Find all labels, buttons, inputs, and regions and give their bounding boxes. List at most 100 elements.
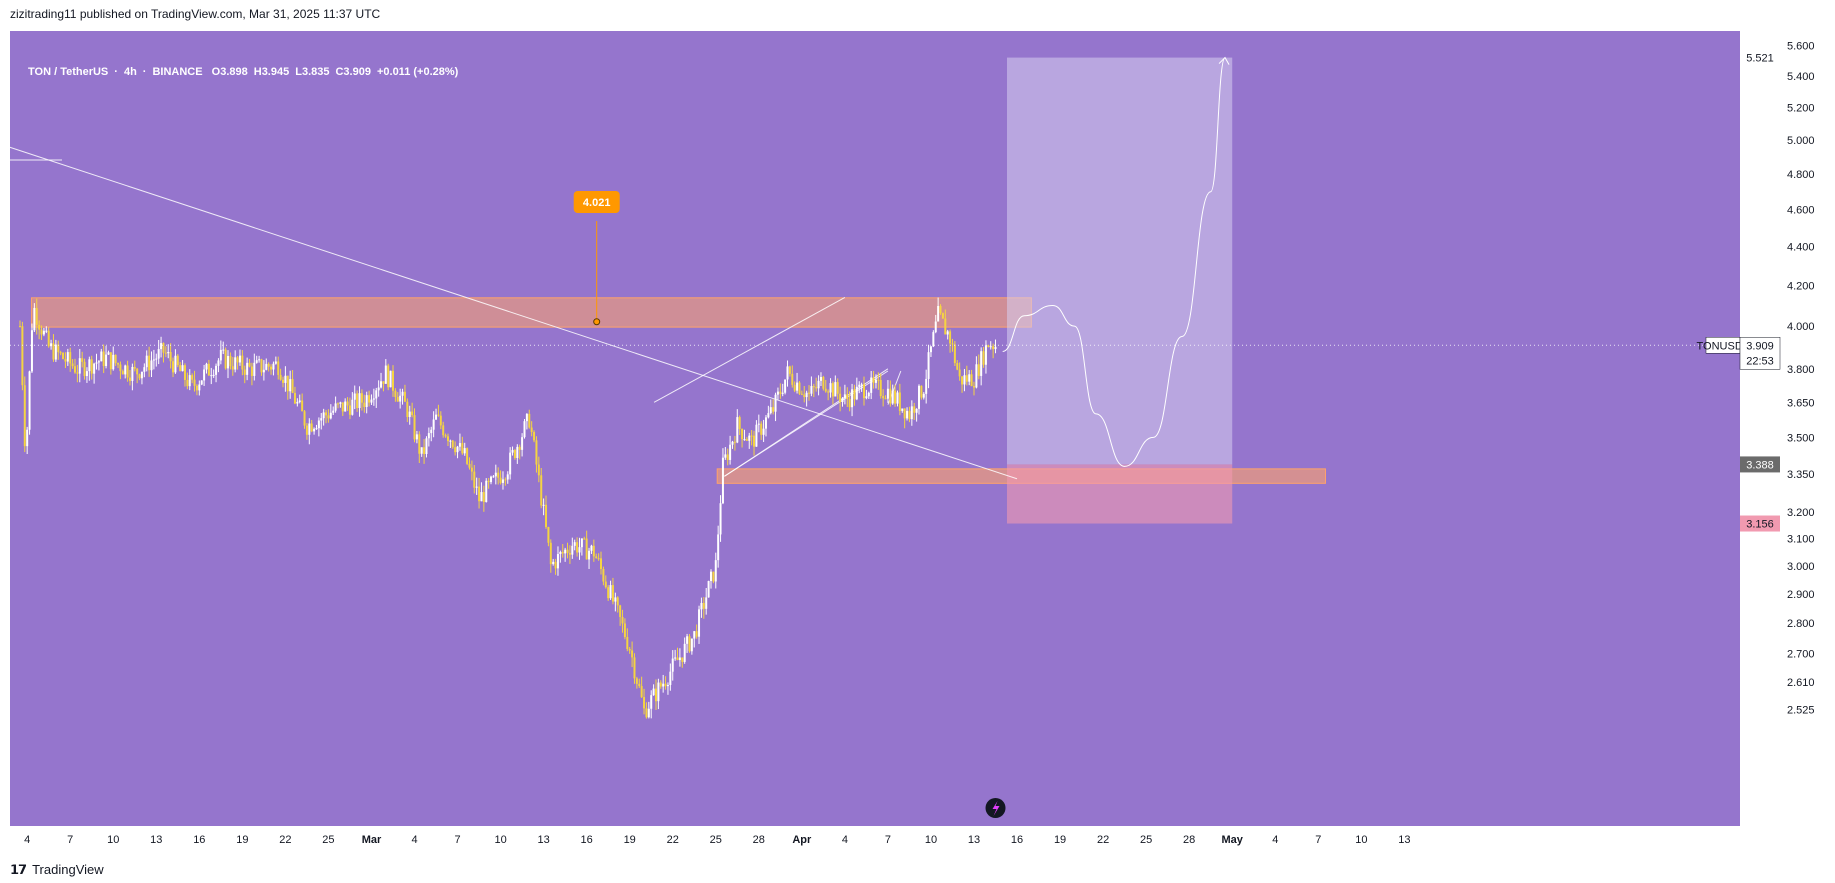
candle[interactable] <box>860 384 863 386</box>
candle[interactable] <box>157 349 160 359</box>
candle[interactable] <box>243 369 246 375</box>
candle[interactable] <box>853 389 856 400</box>
candle[interactable] <box>265 363 268 370</box>
candle[interactable] <box>339 402 342 404</box>
candle[interactable] <box>590 545 593 551</box>
candle[interactable] <box>540 475 543 506</box>
candle[interactable] <box>602 569 605 582</box>
candle[interactable] <box>160 343 163 350</box>
candle[interactable] <box>466 448 469 464</box>
candle[interactable] <box>585 538 588 560</box>
candle[interactable] <box>927 352 930 379</box>
candle[interactable] <box>762 428 765 435</box>
candle[interactable] <box>231 366 234 370</box>
candle[interactable] <box>755 424 758 447</box>
candle[interactable] <box>112 354 115 370</box>
candle[interactable] <box>743 439 746 441</box>
candle[interactable] <box>54 344 57 360</box>
candle[interactable] <box>487 480 490 483</box>
candle[interactable] <box>494 472 497 477</box>
candle[interactable] <box>45 330 48 332</box>
candle[interactable] <box>573 542 576 546</box>
candle[interactable] <box>21 326 24 386</box>
candle[interactable] <box>140 371 143 379</box>
candle[interactable] <box>372 398 375 400</box>
candle[interactable] <box>774 394 777 412</box>
candle[interactable] <box>817 380 820 389</box>
candle[interactable] <box>181 365 184 372</box>
candle[interactable] <box>470 467 473 472</box>
candle[interactable] <box>439 415 442 426</box>
candle[interactable] <box>485 480 488 502</box>
candle[interactable] <box>953 344 956 363</box>
candle[interactable] <box>164 352 167 354</box>
candle[interactable] <box>105 354 108 367</box>
candle[interactable] <box>332 410 335 413</box>
candle[interactable] <box>676 657 679 661</box>
candle[interactable] <box>702 602 705 609</box>
trend-line-descending[interactable] <box>10 144 1018 480</box>
channel-base[interactable] <box>724 368 889 477</box>
candle[interactable] <box>198 384 201 391</box>
candle[interactable] <box>47 330 50 347</box>
candle[interactable] <box>399 395 402 402</box>
candle[interactable] <box>879 380 882 397</box>
stop-tag-box[interactable] <box>1740 515 1780 532</box>
candle[interactable] <box>666 684 669 687</box>
candle[interactable] <box>38 324 41 330</box>
candle[interactable] <box>389 370 392 388</box>
candle[interactable] <box>779 391 782 394</box>
candle[interactable] <box>380 381 383 388</box>
candle[interactable] <box>432 419 435 430</box>
candle[interactable] <box>42 330 45 335</box>
candle[interactable] <box>518 446 521 450</box>
candle[interactable] <box>490 476 493 483</box>
candle[interactable] <box>657 682 660 702</box>
candle[interactable] <box>645 708 648 718</box>
candle[interactable] <box>365 395 368 407</box>
candle[interactable] <box>262 369 265 373</box>
candle[interactable] <box>356 393 359 409</box>
candle[interactable] <box>215 365 218 375</box>
candle[interactable] <box>497 472 500 478</box>
candle[interactable] <box>97 361 100 363</box>
candle[interactable] <box>987 345 990 347</box>
candle[interactable] <box>284 375 287 383</box>
candle[interactable] <box>946 331 949 335</box>
candle[interactable] <box>23 385 26 447</box>
candle[interactable] <box>614 597 617 602</box>
candle[interactable] <box>631 650 634 658</box>
candle[interactable] <box>241 355 244 370</box>
candle[interactable] <box>848 398 851 408</box>
candle[interactable] <box>925 378 928 394</box>
candle[interactable] <box>695 631 698 637</box>
candle[interactable] <box>810 386 813 394</box>
candle[interactable] <box>937 306 940 322</box>
candle[interactable] <box>78 358 81 374</box>
candle[interactable] <box>523 421 526 438</box>
candle[interactable] <box>552 561 555 565</box>
candle[interactable] <box>131 366 134 381</box>
candle[interactable] <box>698 609 701 637</box>
candle[interactable] <box>891 390 894 404</box>
candle[interactable] <box>406 401 409 417</box>
candle[interactable] <box>286 375 289 392</box>
candle[interactable] <box>604 581 607 588</box>
candle[interactable] <box>803 394 806 398</box>
candle[interactable] <box>600 558 603 570</box>
candle[interactable] <box>724 454 727 458</box>
candle[interactable] <box>57 344 60 353</box>
candle[interactable] <box>659 682 662 687</box>
candle[interactable] <box>827 391 830 393</box>
candle[interactable] <box>870 377 873 393</box>
candle[interactable] <box>626 637 629 649</box>
candle[interactable] <box>963 375 966 385</box>
candle[interactable] <box>52 343 55 360</box>
candle[interactable] <box>274 361 277 364</box>
candle[interactable] <box>124 365 127 375</box>
candle[interactable] <box>336 403 339 405</box>
candle[interactable] <box>313 428 316 432</box>
candle[interactable] <box>415 434 418 440</box>
candle[interactable] <box>308 423 311 435</box>
candle[interactable] <box>293 392 296 404</box>
